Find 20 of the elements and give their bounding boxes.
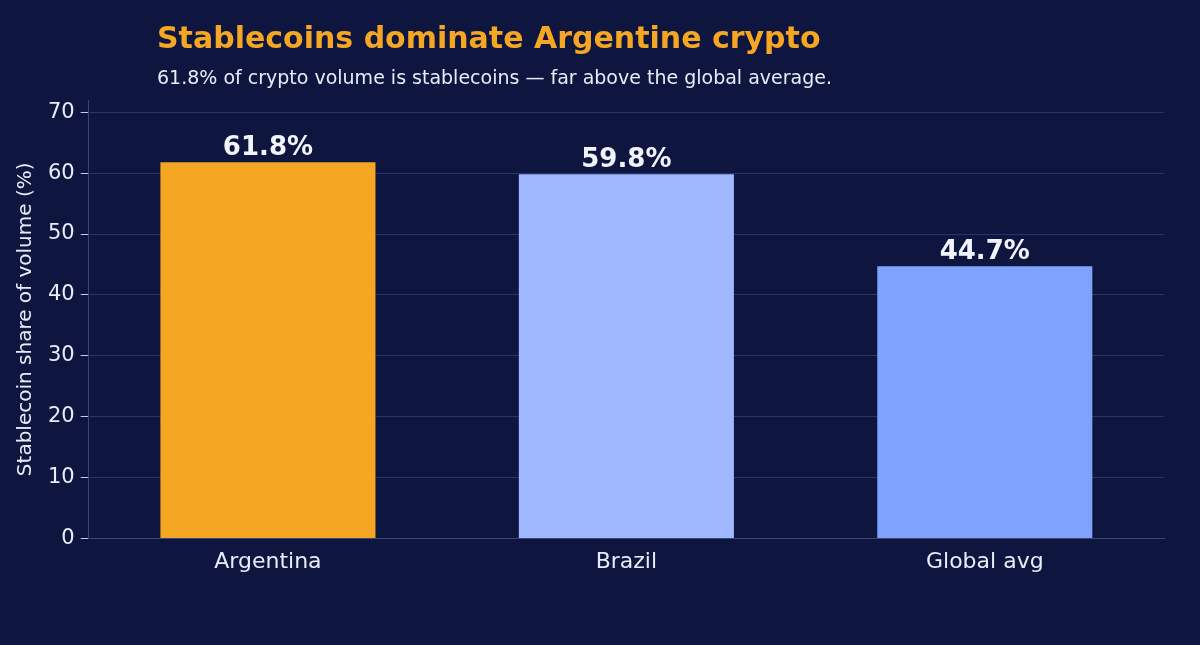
y-tick-label: 20 <box>47 403 75 428</box>
y-tick-label: 0 <box>61 525 75 550</box>
bar <box>518 174 734 539</box>
x-tick-label: Global avg <box>925 547 1044 573</box>
data-label: 44.7% <box>939 235 1030 266</box>
y-tick-label: 10 <box>47 464 75 489</box>
x-tick-label: Brazil <box>595 547 658 573</box>
bar <box>877 266 1093 539</box>
y-tick-label: 60 <box>47 159 75 184</box>
chart-title: Stablecoins dominate Argentine crypto <box>157 20 821 55</box>
chart-subtitle: 61.8% of crypto volume is stablecoins — far above the global average. <box>157 66 832 88</box>
y-tick-label: 40 <box>47 281 75 306</box>
data-label: 61.8% <box>222 130 314 161</box>
y-tick-label: 30 <box>47 342 75 367</box>
bar <box>160 162 376 539</box>
y-tick-label: 70 <box>47 98 75 123</box>
data-label: 59.8% <box>581 143 672 174</box>
x-tick-label: Argentina <box>214 547 322 573</box>
y-tick-label: 50 <box>47 220 75 245</box>
y-axis-title: Stablecoin share of volume (%) <box>12 162 37 477</box>
